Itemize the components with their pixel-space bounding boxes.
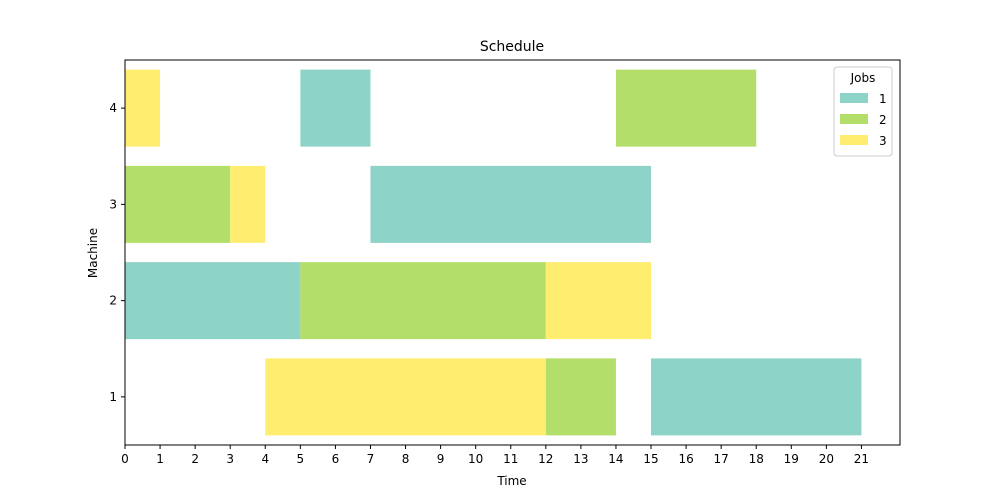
x-tick-label: 8	[402, 452, 410, 466]
x-tick-label: 2	[191, 452, 199, 466]
x-tick-label: 4	[261, 452, 269, 466]
y-tick-label: 4	[109, 101, 117, 115]
task-bar-machine-3-job-2	[125, 165, 231, 243]
x-tick-label: 10	[468, 452, 483, 466]
x-axis-label: Time	[496, 474, 526, 488]
x-tick-label: 16	[678, 452, 693, 466]
y-axis-ticks: 1 2 3 4	[109, 101, 125, 404]
x-tick-label: 15	[643, 452, 658, 466]
x-tick-label: 7	[367, 452, 375, 466]
task-bar-machine-1-job-2	[545, 358, 616, 436]
bars-layer	[125, 69, 862, 436]
x-tick-label: 6	[332, 452, 340, 466]
x-tick-label: 19	[784, 452, 799, 466]
legend: Jobs 1 2 3	[833, 66, 893, 157]
plot-frame	[124, 59, 901, 446]
task-bar-machine-2-job-2	[300, 262, 546, 340]
x-tick-label: 18	[749, 452, 764, 466]
chart-title: Schedule	[480, 39, 544, 55]
task-bar-machine-4-job-2	[615, 69, 757, 147]
task-bar-machine-3-job-1	[370, 165, 652, 243]
legend-frame	[833, 66, 893, 157]
task-bar-machine-2-job-3	[545, 262, 652, 340]
task-bar-machine-1-job-3	[265, 358, 546, 436]
legend-entries: 1 2 3	[840, 92, 887, 148]
x-tick-label: 3	[226, 452, 234, 466]
y-tick-label: 1	[109, 390, 117, 404]
task-bar-machine-4-job-1	[300, 69, 371, 147]
x-tick-label: 12	[538, 452, 553, 466]
legend-label-job-3: 3	[879, 134, 887, 148]
task-bar-machine-1-job-1	[651, 358, 862, 436]
task-bar-machine-2-job-1	[125, 262, 301, 340]
y-tick-label: 2	[109, 294, 117, 308]
legend-swatch-job-1	[840, 93, 868, 103]
legend-label-job-1: 1	[879, 92, 887, 106]
x-tick-label: 5	[297, 452, 305, 466]
x-tick-label: 9	[437, 452, 445, 466]
task-bar-machine-3-job-3	[230, 165, 266, 243]
x-tick-label: 20	[819, 452, 834, 466]
legend-label-job-2: 2	[879, 113, 887, 127]
y-axis-label: Machine	[86, 228, 100, 278]
legend-swatch-job-2	[840, 114, 868, 124]
legend-title: Jobs	[850, 71, 876, 85]
x-tick-label: 21	[854, 452, 869, 466]
x-tick-label: 13	[573, 452, 588, 466]
x-tick-label: 0	[121, 452, 129, 466]
x-axis-ticks: 0 1 2 3 4 5 6 7 8 9 10 11 12 13 14 15 16 17 18 19 20 21	[121, 445, 869, 466]
legend-swatch-job-3	[840, 135, 868, 145]
x-tick-label: 1	[156, 452, 164, 466]
x-tick-label: 11	[503, 452, 518, 466]
x-tick-label: 14	[608, 452, 623, 466]
x-tick-label: 17	[714, 452, 729, 466]
task-bar-machine-4-job-3	[125, 69, 161, 147]
y-tick-label: 3	[109, 197, 117, 211]
